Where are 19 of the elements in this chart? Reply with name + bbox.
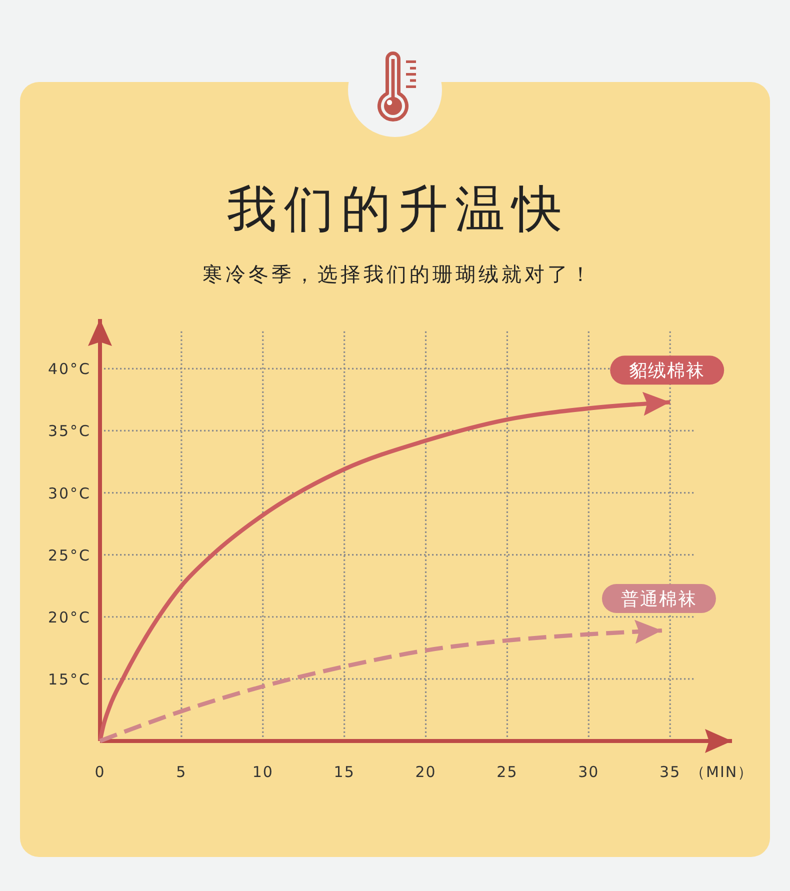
series-label: 貂绒棉袜 — [629, 360, 706, 382]
y-tick-label: 30°C — [48, 484, 91, 502]
x-tick-label: 35 — [660, 763, 681, 781]
x-tick-label: 10 — [252, 763, 274, 781]
x-tick-label: 25 — [496, 763, 518, 781]
y-tick-label: 40°C — [48, 360, 91, 378]
x-tick-label: 5 — [176, 763, 187, 781]
x-axis-title: （MIN） — [690, 763, 754, 781]
y-tick-label: 15°C — [48, 670, 91, 688]
x-tick-label: 15 — [334, 763, 355, 781]
x-tick-label: 20 — [415, 763, 436, 781]
y-tick-label: 25°C — [48, 546, 91, 564]
title: 我们的升温快 — [227, 180, 569, 238]
y-tick-label: 35°C — [48, 422, 91, 440]
subtitle: 寒冷冬季，选择我们的珊瑚绒就对了！ — [202, 262, 594, 286]
series-label: 普通棉袜 — [620, 589, 697, 610]
x-tick-label: 30 — [578, 763, 600, 781]
x-tick-label: 0 — [94, 763, 106, 781]
y-tick-label: 20°C — [48, 608, 91, 626]
